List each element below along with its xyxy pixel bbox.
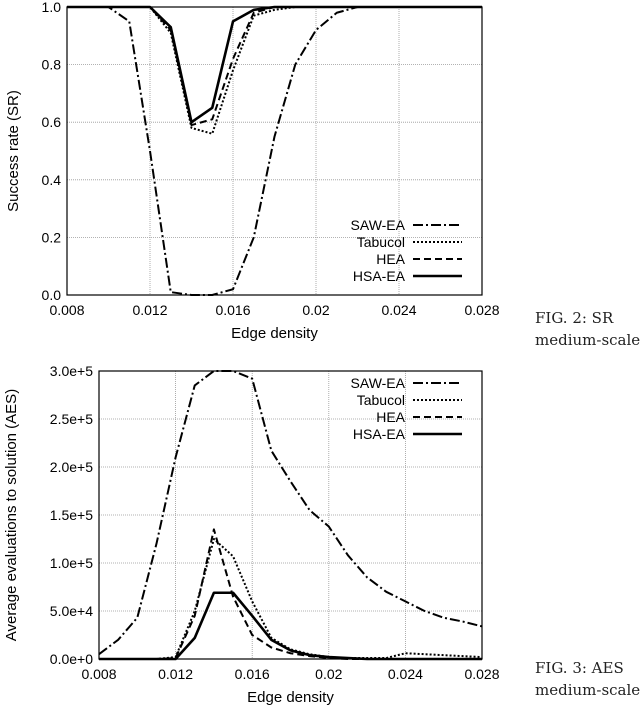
figure-caption: FIG. 3: AES medium-scale: [535, 659, 640, 699]
legend-label: HSA-EA: [353, 268, 406, 284]
y-axis-label: Average evaluations to solution (AES): [3, 389, 20, 641]
series-line-hsa-ea: [99, 591, 482, 661]
legend-label: Tabucol: [357, 392, 405, 408]
x-tick-label: 0.02: [302, 302, 329, 318]
series-line-hea: [99, 528, 482, 660]
legend-label: HSA-EA: [353, 426, 406, 442]
series-line-tabucol: [67, 6, 482, 135]
y-tick-label: 1.0: [42, 0, 62, 15]
x-tick-label: 0.024: [388, 666, 423, 682]
y-tick-label: 1.5e+5: [50, 507, 93, 523]
x-tick-label: 0.016: [235, 666, 270, 682]
legend-label: HEA: [376, 251, 405, 267]
x-tick-label: 0.028: [464, 302, 499, 318]
plot-frame: [66, 6, 483, 296]
x-tick-label: 0.016: [215, 302, 250, 318]
legend-label: SAW-EA: [351, 375, 406, 391]
plot-frame: [98, 370, 483, 660]
legend-label: Tabucol: [357, 234, 405, 250]
y-tick-label: 0.6: [42, 114, 62, 130]
y-tick-label: 0.0e+0: [50, 651, 93, 667]
y-tick-label: 0.0: [42, 287, 62, 303]
y-tick-label: 2.0e+5: [50, 459, 93, 475]
sr-chart: 0.008 0.012 0.016 0.02 0.024 0.028 0.0 0.2 0.4 0.…: [5, 0, 500, 342]
x-tick-label: 0.012: [158, 666, 193, 682]
x-tick-label: 0.028: [464, 666, 499, 682]
y-tick-label: 3.0e+5: [50, 363, 93, 379]
x-axis-label: Edge density: [231, 325, 318, 342]
y-tick-label: 0.4: [42, 172, 62, 188]
series-line-hsa-ea: [67, 5, 482, 124]
x-tick-label: 0.008: [49, 302, 84, 318]
y-tick-label: 5.0e+4: [50, 603, 93, 619]
y-axis-label: Success rate (SR): [5, 90, 22, 212]
series-line-tabucol: [99, 538, 483, 660]
y-tick-label: 1.0e+5: [50, 555, 93, 571]
x-tick-label: 0.012: [132, 302, 167, 318]
legend-label: SAW-EA: [351, 217, 406, 233]
aes-chart: 0.008 0.012 0.016 0.02 0.024 0.028 0.0e+0 5.0e+…: [3, 363, 500, 706]
y-tick-label: 2.5e+5: [50, 411, 93, 427]
x-tick-label: 0.008: [81, 666, 116, 682]
figure-caption: FIG. 2: SR medium-scale: [535, 309, 640, 349]
x-axis-label: Edge density: [247, 689, 334, 706]
x-tick-label: 0.024: [381, 302, 416, 318]
y-tick-label: 0.2: [42, 229, 62, 245]
x-tick-label: 0.02: [315, 666, 342, 682]
series-line-hea: [67, 6, 482, 127]
series-line-saw-ea: [98, 370, 483, 655]
y-tick-label: 0.8: [42, 57, 62, 73]
series-line-saw-ea: [67, 6, 482, 296]
legend-label: HEA: [376, 409, 405, 425]
